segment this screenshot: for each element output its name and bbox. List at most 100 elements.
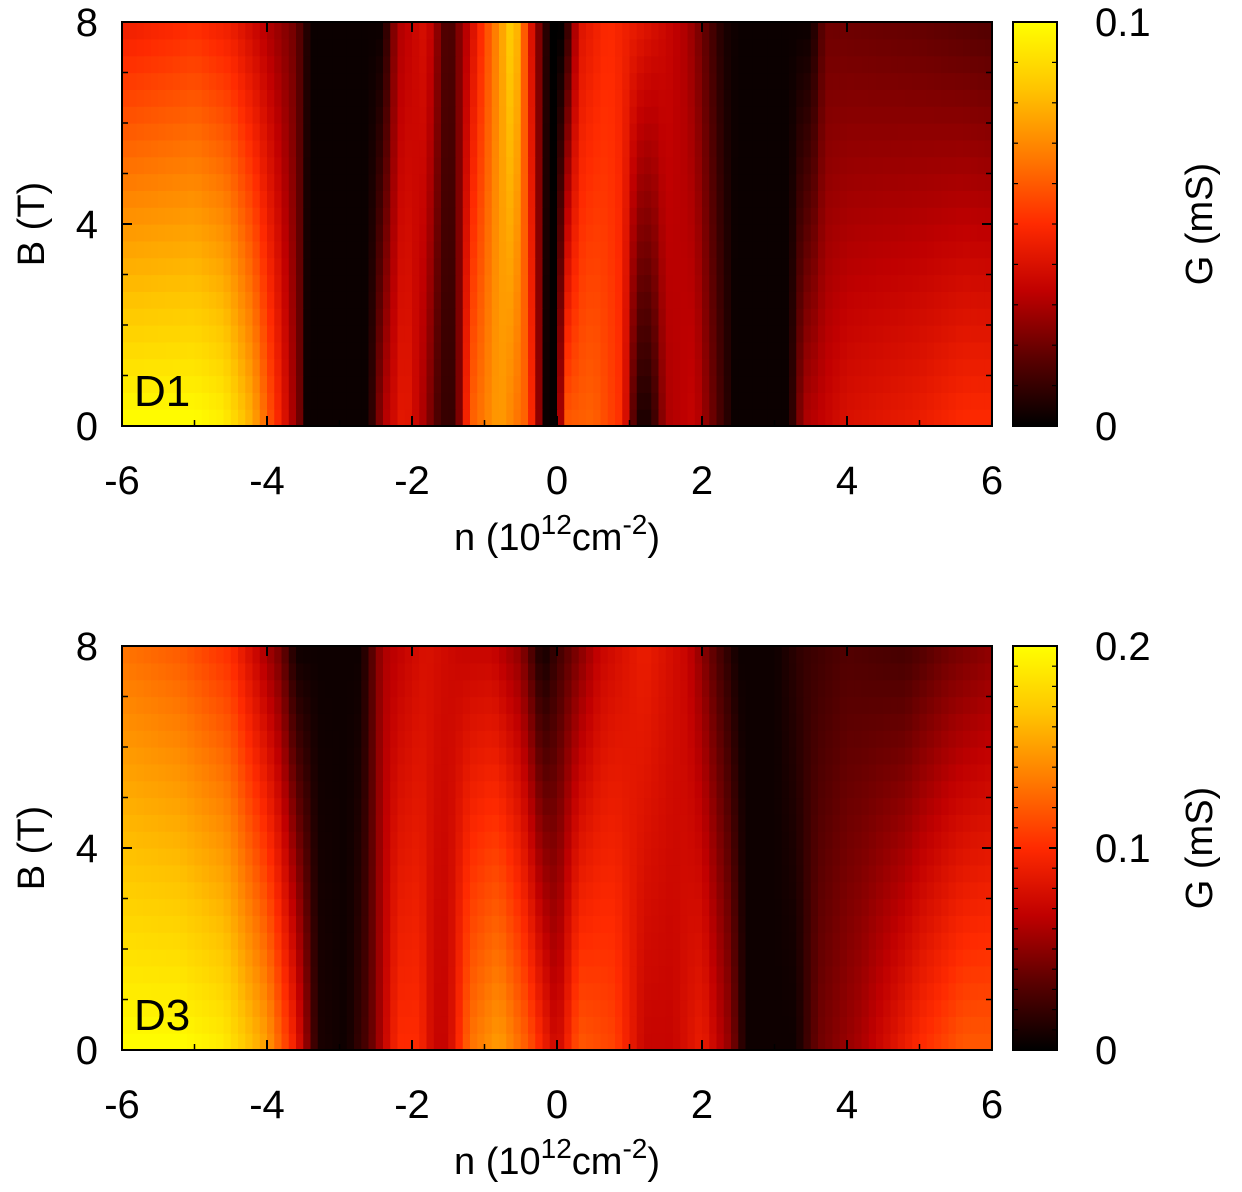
heatmap-cell bbox=[230, 949, 239, 967]
heatmap-cell bbox=[201, 831, 210, 849]
heatmap-cell bbox=[209, 139, 217, 158]
heatmap-cell bbox=[412, 38, 420, 57]
heatmap-cell bbox=[593, 831, 602, 849]
heatmap-cell bbox=[216, 932, 225, 950]
heatmap-cell bbox=[462, 291, 471, 309]
heatmap-cell bbox=[651, 848, 660, 866]
heatmap-cell bbox=[528, 38, 536, 57]
heatmap-cell bbox=[752, 325, 761, 343]
heatmap-cell bbox=[760, 780, 768, 799]
heatmap-cell bbox=[680, 55, 689, 74]
heatmap-cell bbox=[868, 780, 877, 799]
heatmap-cell bbox=[593, 190, 602, 208]
heatmap-cell bbox=[955, 780, 964, 799]
heatmap-cell bbox=[187, 173, 196, 191]
heatmap-cell bbox=[303, 55, 312, 74]
heatmap-cell bbox=[267, 240, 275, 259]
heatmap-cell bbox=[201, 982, 210, 1001]
heatmap-cell bbox=[325, 106, 333, 124]
heatmap-cell bbox=[890, 224, 899, 242]
heatmap-cell bbox=[948, 358, 957, 377]
heatmap-cell bbox=[629, 106, 638, 124]
heatmap-cell bbox=[818, 392, 826, 410]
heatmap-cell bbox=[412, 173, 420, 191]
heatmap-cell bbox=[593, 240, 602, 259]
heatmap-cell bbox=[528, 797, 536, 815]
heatmap-cell bbox=[600, 291, 609, 309]
heatmap-cell bbox=[578, 1016, 587, 1034]
heatmap-cell bbox=[151, 207, 159, 225]
heatmap-cell bbox=[767, 898, 776, 916]
heatmap-cell bbox=[136, 156, 145, 175]
heatmap-cell bbox=[281, 240, 290, 259]
heatmap-cell bbox=[267, 55, 275, 74]
heatmap-cell bbox=[491, 780, 500, 799]
heatmap-cell bbox=[143, 139, 152, 158]
heatmap-cell bbox=[542, 156, 551, 175]
heatmap-cell bbox=[752, 949, 761, 967]
heatmap-cell bbox=[346, 72, 355, 90]
heatmap-cell bbox=[731, 22, 739, 40]
heatmap-cell bbox=[390, 932, 399, 950]
heatmap-cell bbox=[738, 392, 747, 410]
heatmap-cell bbox=[926, 291, 935, 309]
heatmap-cell bbox=[571, 848, 580, 866]
heatmap-cell bbox=[926, 274, 935, 292]
heatmap-cell bbox=[861, 814, 870, 832]
heatmap-cell bbox=[426, 848, 435, 866]
heatmap-cell bbox=[803, 55, 812, 74]
heatmap-cell bbox=[361, 999, 370, 1017]
heatmap-cell bbox=[230, 999, 239, 1017]
heatmap-cell bbox=[194, 358, 203, 377]
heatmap-cell bbox=[803, 780, 812, 799]
heatmap-cell bbox=[963, 797, 971, 815]
heatmap-cell bbox=[687, 123, 696, 141]
heatmap-cell bbox=[861, 915, 870, 933]
heatmap-cell bbox=[752, 72, 761, 90]
heatmap-cell bbox=[738, 358, 747, 377]
heatmap-cell bbox=[977, 375, 986, 393]
heatmap-cell bbox=[651, 22, 660, 40]
heatmap-cell bbox=[912, 207, 921, 225]
heatmap-cell bbox=[201, 864, 210, 883]
heatmap-cell bbox=[876, 156, 884, 175]
heatmap-cell bbox=[767, 1016, 776, 1034]
heatmap-cell bbox=[426, 139, 435, 158]
heatmap-cell bbox=[818, 308, 826, 326]
heatmap-cell bbox=[731, 881, 739, 900]
heatmap-cell bbox=[847, 982, 855, 1001]
heatmap-cell bbox=[368, 1016, 377, 1034]
heatmap-cell bbox=[557, 375, 565, 393]
heatmap-cell bbox=[789, 932, 797, 950]
heatmap-cell bbox=[977, 291, 986, 309]
heatmap-cell bbox=[919, 932, 928, 950]
heatmap-cell bbox=[658, 392, 667, 410]
heatmap-cell bbox=[600, 915, 609, 933]
heatmap-cell bbox=[346, 881, 355, 900]
heatmap-cell bbox=[513, 341, 522, 360]
heatmap-cell bbox=[825, 274, 834, 292]
heatmap-cell bbox=[890, 72, 899, 90]
heatmap-cell bbox=[760, 123, 768, 141]
heatmap-cell bbox=[629, 898, 638, 916]
heatmap-cell bbox=[368, 780, 377, 799]
heatmap-cell bbox=[673, 139, 681, 158]
heatmap-cell bbox=[513, 982, 522, 1001]
heatmap-cell bbox=[868, 139, 877, 158]
heatmap-cell bbox=[876, 207, 884, 225]
heatmap-cell bbox=[528, 864, 536, 883]
heatmap-cell bbox=[310, 409, 319, 427]
heatmap-cell bbox=[767, 72, 776, 90]
heatmap-cell bbox=[426, 325, 435, 343]
heatmap-cell bbox=[484, 848, 493, 866]
heatmap-cell bbox=[818, 55, 826, 74]
heatmap-cell bbox=[484, 898, 493, 916]
heatmap-cell bbox=[665, 341, 674, 360]
heatmap-cell bbox=[317, 173, 326, 191]
heatmap-cell bbox=[172, 240, 181, 259]
heatmap-cell bbox=[288, 831, 297, 849]
heatmap-cell bbox=[404, 375, 413, 393]
heatmap-cell bbox=[165, 190, 174, 208]
heatmap-cell bbox=[325, 224, 333, 242]
heatmap-cell bbox=[136, 881, 145, 900]
